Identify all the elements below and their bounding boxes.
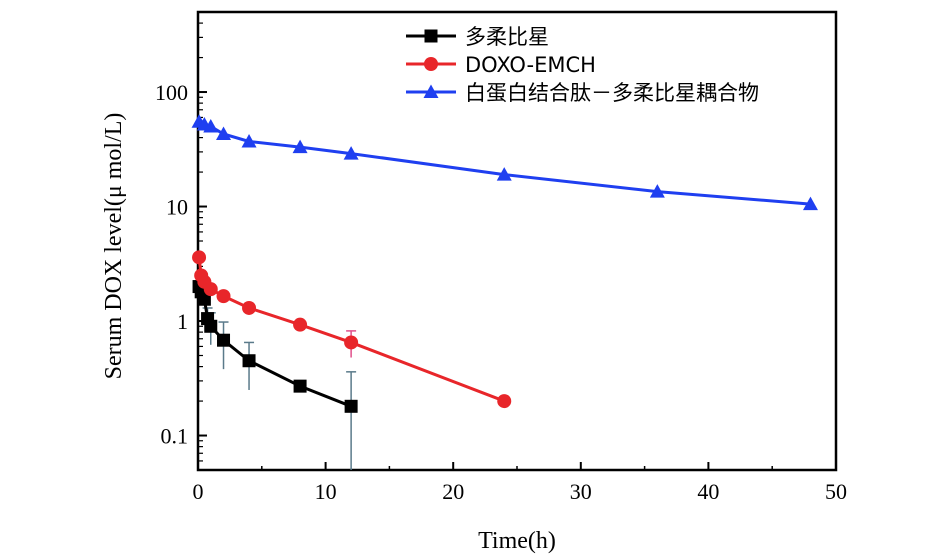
legend-label-0: 多柔比星: [465, 25, 549, 49]
y-tick-label-0: 0.1: [161, 424, 189, 449]
data-point: [197, 292, 211, 306]
data-point: [192, 250, 207, 265]
legend-marker-0: [424, 29, 438, 43]
data-point: [242, 300, 257, 315]
data-point: [203, 282, 218, 297]
x-tick-label-1: 10: [315, 479, 337, 504]
data-point: [293, 317, 308, 332]
data-point: [204, 319, 218, 333]
legend-label-2: 白蛋白结合肽－多柔比星耦合物: [465, 81, 759, 105]
y-tick-label-1: 1: [177, 309, 188, 334]
series-0: [192, 280, 358, 470]
y-tick-label-2: 10: [166, 195, 188, 220]
legend-marker-2: [423, 84, 439, 98]
legend-marker-1: [424, 57, 438, 71]
x-tick-label-4: 40: [697, 479, 719, 504]
x-tick-label-2: 20: [442, 479, 464, 504]
data-point: [292, 139, 308, 154]
x-axis-label: Time(h): [478, 528, 556, 554]
legend-label-1: DOXO-EMCH: [465, 53, 596, 77]
data-point: [343, 146, 359, 160]
x-tick-label-0: 0: [193, 479, 204, 504]
x-tick-label-3: 30: [570, 479, 592, 504]
data-point: [293, 379, 307, 393]
data-point: [203, 119, 219, 133]
x-tick-label-5: 50: [825, 479, 847, 504]
data-point: [802, 196, 818, 211]
data-point: [344, 335, 359, 350]
legend: 多柔比星 DOXO-EMCH 白蛋白结合肽－多柔比星耦合物: [406, 25, 759, 105]
data-point: [344, 399, 358, 413]
data-point: [496, 167, 512, 181]
data-point: [497, 394, 512, 409]
y-tick-label-3: 100: [155, 80, 188, 105]
data-point: [216, 126, 232, 140]
data-point: [649, 184, 665, 198]
series-1: [192, 250, 512, 409]
y-axis-label: Serum DOX level(μ mol/L): [101, 113, 127, 380]
data-point: [242, 354, 256, 368]
data-point: [217, 333, 231, 347]
series-line-2: [198, 120, 811, 206]
data-point: [216, 289, 231, 304]
data-point: [241, 133, 257, 148]
series-2: [191, 114, 818, 211]
